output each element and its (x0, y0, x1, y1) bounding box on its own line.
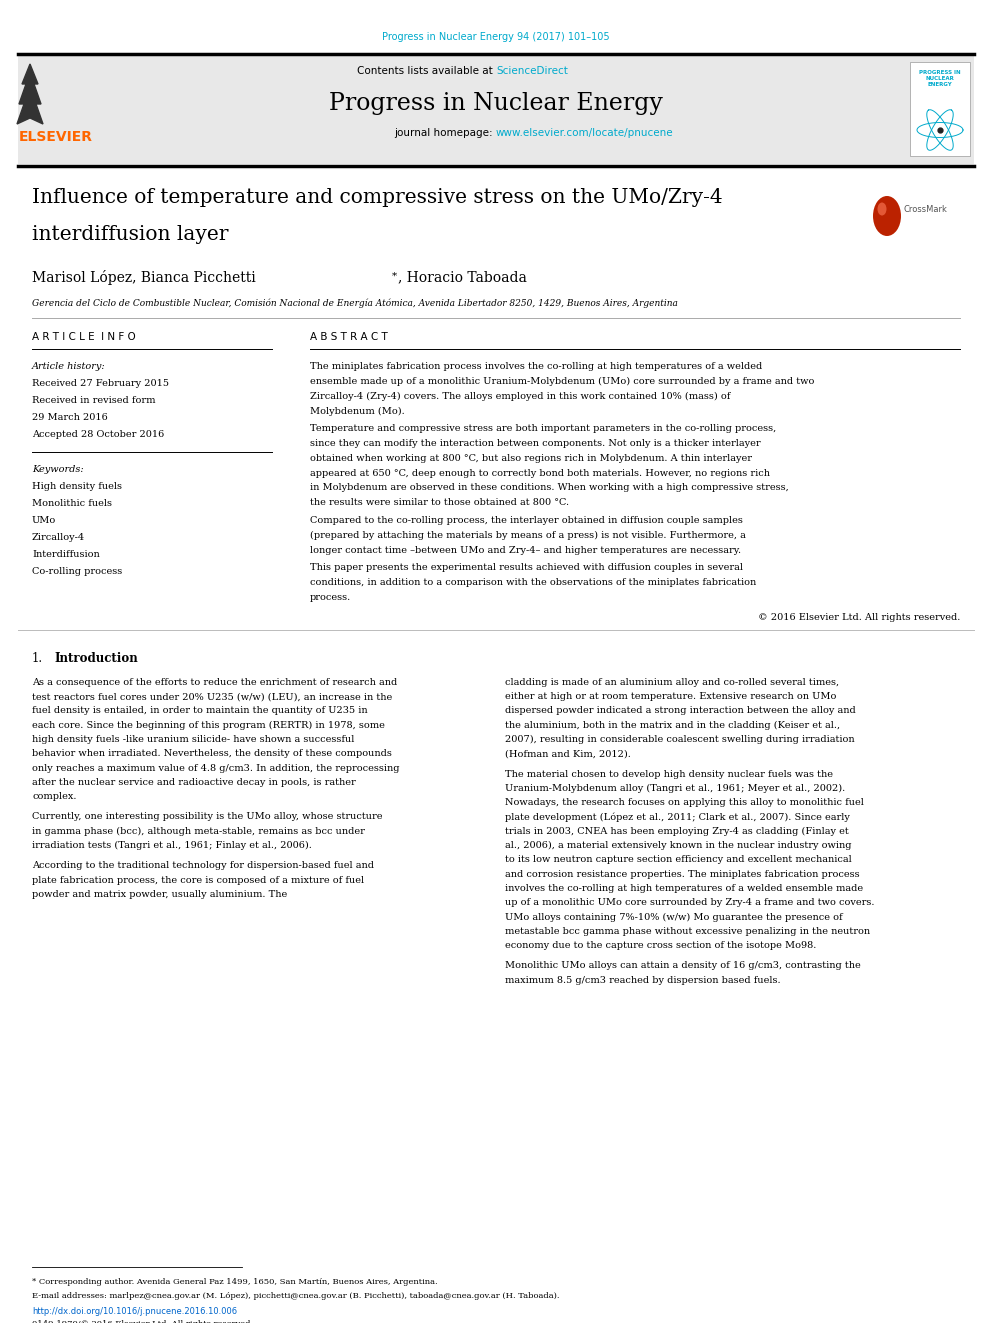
Text: (prepared by attaching the materials by means of a press) is not visible. Furthe: (prepared by attaching the materials by … (310, 531, 746, 540)
Text: test reactors fuel cores under 20% U235 (w/w) (LEU), an increase in the: test reactors fuel cores under 20% U235 … (32, 692, 392, 701)
Text: al., 2006), a material extensively known in the nuclear industry owing: al., 2006), a material extensively known… (505, 841, 851, 851)
Text: complex.: complex. (32, 792, 76, 802)
Text: longer contact time –between UMo and Zry-4– and higher temperatures are necessar: longer contact time –between UMo and Zry… (310, 545, 741, 554)
Text: and corrosion resistance properties. The miniplates fabrication process: and corrosion resistance properties. The… (505, 869, 860, 878)
Text: Gerencia del Ciclo de Combustible Nuclear, Comisión Nacional de Energía Atómica,: Gerencia del Ciclo de Combustible Nuclea… (32, 298, 678, 307)
Text: Received in revised form: Received in revised form (32, 396, 156, 405)
Text: 2007), resulting in considerable coalescent swelling during irradiation: 2007), resulting in considerable coalesc… (505, 736, 855, 744)
Text: *: * (392, 273, 397, 280)
Text: UMo: UMo (32, 516, 57, 525)
Text: maximum 8.5 g/cm3 reached by dispersion based fuels.: maximum 8.5 g/cm3 reached by dispersion … (505, 976, 781, 984)
Text: the aluminium, both in the matrix and in the cladding (Keiser et al.,: the aluminium, both in the matrix and in… (505, 721, 840, 730)
Text: Keywords:: Keywords: (32, 464, 83, 474)
Text: powder and matrix powder, usually aluminium. The: powder and matrix powder, usually alumin… (32, 890, 288, 900)
Text: Progress in Nuclear Energy 94 (2017) 101–105: Progress in Nuclear Energy 94 (2017) 101… (382, 32, 610, 42)
Text: According to the traditional technology for dispersion-based fuel and: According to the traditional technology … (32, 861, 374, 871)
Text: after the nuclear service and radioactive decay in pools, is rather: after the nuclear service and radioactiv… (32, 778, 356, 787)
Text: either at high or at room temperature. Extensive research on UMo: either at high or at room temperature. E… (505, 692, 836, 701)
Text: Marisol López, Bianca Picchetti: Marisol López, Bianca Picchetti (32, 270, 256, 284)
Text: obtained when working at 800 °C, but also regions rich in Molybdenum. A thin int: obtained when working at 800 °C, but als… (310, 454, 752, 463)
Text: only reaches a maximum value of 4.8 g/cm3. In addition, the reprocessing: only reaches a maximum value of 4.8 g/cm… (32, 763, 400, 773)
Text: interdiffusion layer: interdiffusion layer (32, 225, 228, 243)
Text: Zircalloy-4: Zircalloy-4 (32, 533, 85, 542)
Text: Interdiffusion: Interdiffusion (32, 550, 100, 560)
Text: process.: process. (310, 593, 351, 602)
Text: Received 27 February 2015: Received 27 February 2015 (32, 378, 169, 388)
Text: A R T I C L E  I N F O: A R T I C L E I N F O (32, 332, 136, 343)
Text: http://dx.doi.org/10.1016/j.pnucene.2016.10.006: http://dx.doi.org/10.1016/j.pnucene.2016… (32, 1307, 237, 1316)
Text: Nowadays, the research focuses on applying this alloy to monolithic fuel: Nowadays, the research focuses on applyi… (505, 798, 864, 807)
Text: (Hofman and Kim, 2012).: (Hofman and Kim, 2012). (505, 749, 631, 758)
Ellipse shape (878, 202, 887, 216)
Text: ELSEVIER: ELSEVIER (19, 130, 93, 144)
Text: Uranium-Molybdenum alloy (Tangri et al., 1961; Meyer et al., 2002).: Uranium-Molybdenum alloy (Tangri et al.,… (505, 785, 845, 792)
Text: behavior when irradiated. Nevertheless, the density of these compounds: behavior when irradiated. Nevertheless, … (32, 749, 392, 758)
Text: high density fuels -like uranium silicide- have shown a successful: high density fuels -like uranium silicid… (32, 736, 354, 744)
Text: Monolithic UMo alloys can attain a density of 16 g/cm3, contrasting the: Monolithic UMo alloys can attain a densi… (505, 962, 861, 971)
Text: trials in 2003, CNEA has been employing Zry-4 as cladding (Finlay et: trials in 2003, CNEA has been employing … (505, 827, 849, 836)
Text: to its low neutron capture section efficiency and excellent mechanical: to its low neutron capture section effic… (505, 856, 852, 864)
Text: CrossMark: CrossMark (904, 205, 948, 214)
Text: Influence of temperature and compressive stress on the UMo/Zry-4: Influence of temperature and compressive… (32, 188, 722, 206)
Text: Temperature and compressive stress are both important parameters in the co-rolli: Temperature and compressive stress are b… (310, 425, 777, 433)
Ellipse shape (873, 196, 901, 235)
Text: PROGRESS IN
NUCLEAR
ENERGY: PROGRESS IN NUCLEAR ENERGY (920, 70, 961, 87)
Text: conditions, in addition to a comparison with the observations of the miniplates : conditions, in addition to a comparison … (310, 578, 756, 587)
Text: 1.: 1. (32, 652, 43, 664)
Text: Currently, one interesting possibility is the UMo alloy, whose structure: Currently, one interesting possibility i… (32, 812, 383, 822)
Bar (910, 62, 970, 156)
Text: As a consequence of the efforts to reduce the enrichment of research and: As a consequence of the efforts to reduc… (32, 677, 397, 687)
Text: Accepted 28 October 2016: Accepted 28 October 2016 (32, 430, 165, 439)
Text: plate development (López et al., 2011; Clark et al., 2007). Since early: plate development (López et al., 2011; C… (505, 812, 850, 822)
Text: Article history:: Article history: (32, 363, 105, 370)
Text: fuel density is entailed, in order to maintain the quantity of U235 in: fuel density is entailed, in order to ma… (32, 706, 368, 716)
Text: This paper presents the experimental results achieved with diffusion couples in : This paper presents the experimental res… (310, 564, 743, 573)
Text: A B S T R A C T: A B S T R A C T (310, 332, 388, 343)
Text: appeared at 650 °C, deep enough to correctly bond both materials. However, no re: appeared at 650 °C, deep enough to corre… (310, 468, 770, 478)
Text: E-mail addresses: marlpez@cnea.gov.ar (M. López), picchetti@cnea.gov.ar (B. Picc: E-mail addresses: marlpez@cnea.gov.ar (M… (32, 1293, 559, 1301)
Text: 0149-1970/© 2016 Elsevier Ltd. All rights reserved.: 0149-1970/© 2016 Elsevier Ltd. All right… (32, 1320, 253, 1323)
Text: 29 March 2016: 29 March 2016 (32, 413, 108, 422)
Text: The material chosen to develop high density nuclear fuels was the: The material chosen to develop high dens… (505, 770, 833, 779)
Text: © 2016 Elsevier Ltd. All rights reserved.: © 2016 Elsevier Ltd. All rights reserved… (758, 613, 960, 622)
Text: plate fabrication process, the core is composed of a mixture of fuel: plate fabrication process, the core is c… (32, 876, 364, 885)
Polygon shape (17, 64, 43, 124)
Text: in Molybdenum are observed in these conditions. When working with a high compres: in Molybdenum are observed in these cond… (310, 483, 789, 492)
Text: Compared to the co-rolling process, the interlayer obtained in diffusion couple : Compared to the co-rolling process, the … (310, 516, 743, 525)
Text: Molybdenum (Mo).: Molybdenum (Mo). (310, 406, 405, 415)
Text: High density fuels: High density fuels (32, 482, 122, 491)
Text: Zircalloy-4 (Zry-4) covers. The alloys employed in this work contained 10% (mass: Zircalloy-4 (Zry-4) covers. The alloys e… (310, 392, 730, 401)
Text: up of a monolithic UMo core surrounded by Zry-4 a frame and two covers.: up of a monolithic UMo core surrounded b… (505, 898, 875, 908)
Text: UMo alloys containing 7%-10% (w/w) Mo guarantee the presence of: UMo alloys containing 7%-10% (w/w) Mo gu… (505, 913, 842, 922)
Text: Co-rolling process: Co-rolling process (32, 568, 122, 576)
Bar (18, 56, 974, 164)
Text: ensemble made up of a monolithic Uranium-Molybdenum (UMo) core surrounded by a f: ensemble made up of a monolithic Uranium… (310, 377, 814, 386)
Text: www.elsevier.com/locate/pnucene: www.elsevier.com/locate/pnucene (496, 128, 674, 138)
Text: Introduction: Introduction (54, 652, 138, 664)
Text: irradiation tests (Tangri et al., 1961; Finlay et al., 2006).: irradiation tests (Tangri et al., 1961; … (32, 841, 311, 851)
Text: journal homepage:: journal homepage: (394, 128, 496, 138)
Text: each core. Since the beginning of this program (RERTR) in 1978, some: each core. Since the beginning of this p… (32, 721, 385, 730)
Text: The miniplates fabrication process involves the co-rolling at high temperatures : The miniplates fabrication process invol… (310, 363, 762, 370)
Text: ScienceDirect: ScienceDirect (496, 66, 567, 75)
Text: dispersed powder indicated a strong interaction between the alloy and: dispersed powder indicated a strong inte… (505, 706, 856, 716)
Text: involves the co-rolling at high temperatures of a welded ensemble made: involves the co-rolling at high temperat… (505, 884, 863, 893)
Text: economy due to the capture cross section of the isotope Mo98.: economy due to the capture cross section… (505, 941, 816, 950)
Text: since they can modify the interaction between components. Not only is a thicker : since they can modify the interaction be… (310, 439, 761, 448)
Text: Contents lists available at: Contents lists available at (357, 66, 496, 75)
Text: metastable bcc gamma phase without excessive penalizing in the neutron: metastable bcc gamma phase without exces… (505, 927, 870, 935)
Text: Progress in Nuclear Energy: Progress in Nuclear Energy (329, 93, 663, 115)
Text: the results were similar to those obtained at 800 °C.: the results were similar to those obtain… (310, 499, 569, 507)
Text: Monolithic fuels: Monolithic fuels (32, 499, 112, 508)
Text: * Corresponding author. Avenida General Paz 1499, 1650, San Martín, Buenos Aires: * Corresponding author. Avenida General … (32, 1278, 437, 1286)
Text: in gamma phase (bcc), although meta-stable, remains as bcc under: in gamma phase (bcc), although meta-stab… (32, 827, 365, 836)
Text: cladding is made of an aluminium alloy and co-rolled several times,: cladding is made of an aluminium alloy a… (505, 677, 839, 687)
Text: , Horacio Taboada: , Horacio Taboada (398, 270, 527, 284)
